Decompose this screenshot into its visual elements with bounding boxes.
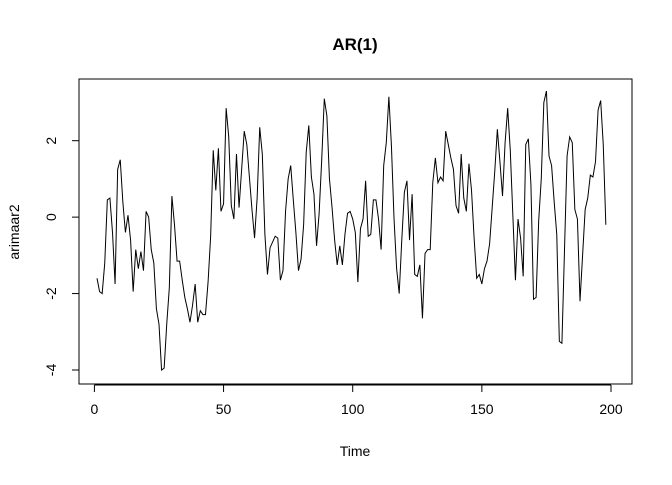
x-tick-label: 100	[341, 401, 365, 417]
x-tick-label: 0	[91, 401, 99, 417]
x-axis-label: Time	[340, 443, 371, 459]
y-tick-label: -4	[43, 364, 59, 377]
y-axis-label: arimaar2	[6, 204, 22, 259]
y-axis: -4 -2 0 2	[43, 137, 80, 377]
chart-title: AR(1)	[332, 35, 377, 54]
series-line	[96, 90, 607, 371]
y-tick-label: -2	[43, 287, 59, 300]
x-axis: 0 50 100 150 200	[91, 384, 623, 417]
y-tick-label: 0	[43, 213, 59, 221]
x-tick-label: 150	[470, 401, 494, 417]
x-tick-label: 50	[216, 401, 232, 417]
x-tick-label: 200	[599, 401, 623, 417]
y-tick-label: 2	[43, 137, 59, 145]
